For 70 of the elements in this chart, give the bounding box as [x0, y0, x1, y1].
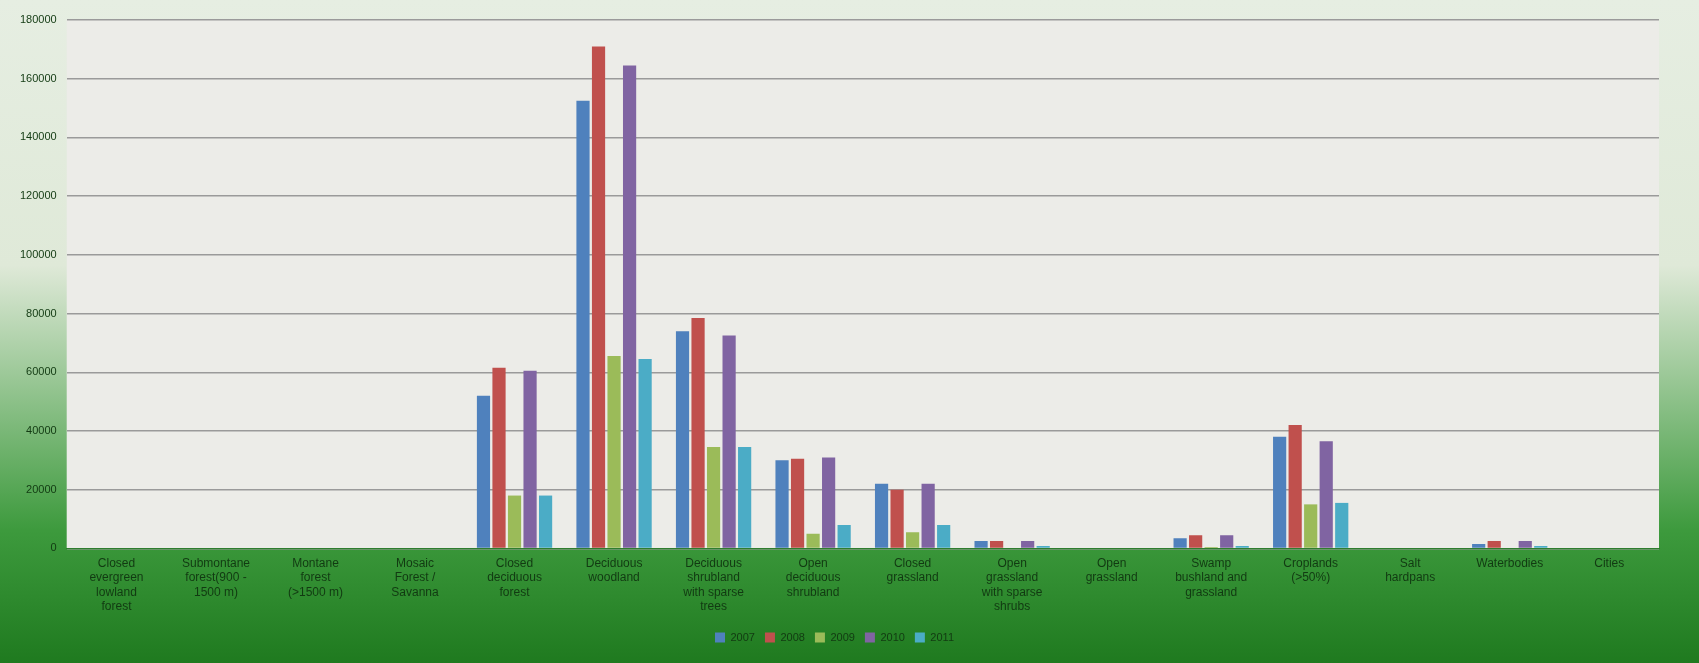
bar	[738, 447, 752, 548]
x-tick-label: Open grassland with sparse shrubs	[980, 555, 1043, 614]
x-tick-label: Croplands (>50%)	[1283, 555, 1339, 585]
bar	[622, 65, 637, 548]
y-tick-label: 100000	[19, 247, 57, 260]
legend-label: 2008	[780, 630, 805, 643]
bar	[775, 460, 789, 548]
bar	[591, 46, 606, 548]
bar	[790, 458, 805, 548]
legend-label: 2007	[730, 630, 755, 643]
x-tick-label: Closed deciduous forest	[487, 555, 542, 599]
bar	[837, 524, 851, 548]
x-tick-label: Montane forest (>1500 m)	[287, 555, 344, 599]
bar	[706, 447, 721, 548]
bar	[921, 483, 935, 548]
y-tick-label: 120000	[19, 189, 57, 202]
x-tick-label: Closed evergreen lowland forest	[89, 555, 144, 614]
bar	[476, 395, 491, 548]
bar	[507, 495, 522, 548]
x-tick-label: Swamp bushland and grassland	[1175, 555, 1248, 599]
bar	[691, 317, 705, 548]
x-tick-label: Open grassland	[1085, 555, 1138, 585]
x-tick-label: Waterbodies	[1476, 555, 1544, 570]
y-tick-label: 80000	[26, 306, 57, 319]
x-tick-label: Deciduous shrubland with sparse trees	[682, 555, 745, 614]
bar	[1518, 541, 1532, 548]
bar	[1335, 502, 1349, 548]
x-tick-label: Closed grassland	[886, 555, 939, 585]
bar	[1472, 544, 1486, 548]
bar	[1304, 504, 1318, 548]
bar	[1189, 535, 1203, 548]
bar	[675, 331, 690, 548]
legend-label: 2010	[880, 630, 905, 643]
bar	[576, 100, 590, 548]
bar	[890, 489, 904, 548]
bar	[607, 356, 621, 548]
x-tick-label: Salt hardpans	[1385, 555, 1436, 585]
legend-label: 2011	[930, 630, 955, 643]
y-tick-label: 140000	[19, 130, 57, 143]
bar	[1173, 538, 1187, 548]
y-tick-label: 40000	[26, 424, 57, 437]
y-tick-label: 20000	[26, 482, 57, 495]
y-tick-label: 60000	[26, 365, 57, 378]
y-tick-label: 160000	[19, 71, 57, 84]
bar	[1273, 436, 1287, 548]
bar	[1288, 425, 1302, 548]
x-tick-label: Cities	[1594, 555, 1625, 570]
bar	[1220, 535, 1234, 548]
bar	[822, 457, 836, 548]
bar	[1487, 541, 1501, 548]
legend-label: 2009	[830, 630, 855, 643]
x-tick-label: Submontane forest(900 - 1500 m)	[181, 555, 251, 599]
y-tick-label: 180000	[19, 13, 57, 26]
bar	[874, 483, 889, 548]
x-tick-label: Deciduous woodland	[585, 555, 643, 585]
bar	[1021, 541, 1035, 548]
bar	[638, 359, 652, 548]
bar	[1319, 441, 1333, 548]
bar	[538, 495, 553, 548]
x-tick-label: Open deciduous shrubland	[785, 555, 841, 599]
bar	[806, 533, 820, 548]
bar	[492, 367, 506, 548]
bar	[990, 541, 1004, 548]
y-tick-label: 0	[50, 541, 57, 554]
bar	[523, 370, 537, 548]
bar	[722, 335, 736, 548]
bar	[937, 524, 951, 548]
bar	[906, 532, 920, 548]
bar	[974, 541, 988, 548]
x-tick-label: Mosaic Forest / Savanna	[391, 555, 440, 599]
